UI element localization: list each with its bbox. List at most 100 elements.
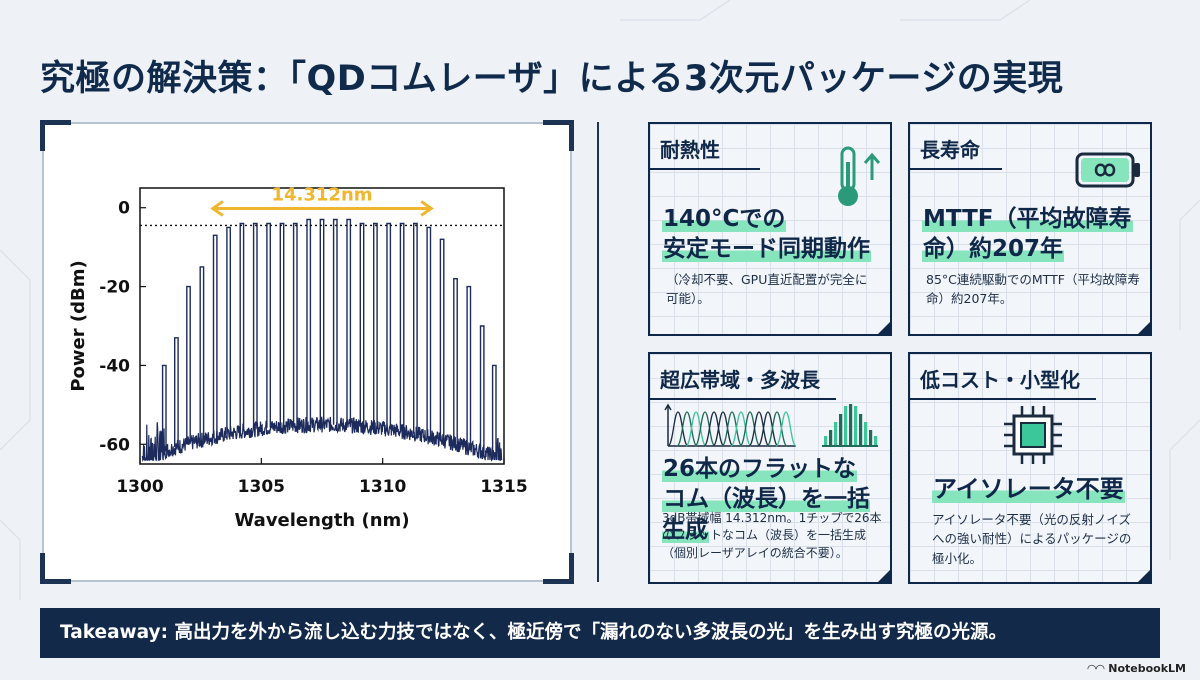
comb-peak	[161, 364, 167, 452]
brand-name: NotebookLM	[1108, 662, 1186, 675]
multi-wavelength-icon	[664, 403, 878, 447]
comb-peak	[279, 222, 285, 427]
card-long-life: 長寿命 MTTF（平均故障寿 命）約207年 85°C連続駆動でのMTTF（平均…	[908, 122, 1152, 336]
comb-peak	[252, 222, 258, 430]
notebooklm-logo-icon: ◠◠	[1087, 662, 1109, 675]
card-main-line: アイソレータ不要	[932, 475, 1125, 503]
bandwidth-arrow-head-right	[420, 200, 434, 217]
comb-peak	[399, 222, 405, 432]
wavelength-curve	[766, 411, 788, 447]
comb-peak	[199, 266, 205, 440]
wavelength-curve	[730, 411, 752, 447]
card-header: 長寿命	[920, 138, 980, 162]
wavelength-curve	[712, 411, 734, 447]
comb-bar	[849, 404, 853, 446]
card-header-rule	[650, 168, 760, 170]
comb-peak	[186, 285, 191, 444]
comb-peak	[266, 222, 271, 428]
comb-peak	[491, 364, 497, 457]
card-header-rule	[650, 398, 836, 400]
y-tick-label: -60	[99, 435, 130, 455]
comb-peak	[453, 278, 458, 444]
comb-bar	[869, 430, 873, 446]
comb-bar	[854, 406, 858, 446]
card-description: アイソレータ不要（光の反射ノイズへの強い耐性）によるパッケージの極小化。	[932, 512, 1132, 566]
wavelength-curve	[703, 411, 725, 447]
wavelength-curve	[667, 411, 689, 447]
comb-peak	[332, 218, 338, 425]
infinity-battery-icon	[1075, 152, 1140, 188]
bandwidth-annotation: 14.312nm	[271, 184, 372, 205]
page-title: 究極の解決策：「QDコムレーザ」による3次元パッケージの実現	[40, 59, 1064, 99]
card-main-text: アイソレータ不要	[932, 474, 1125, 506]
card-main-text: MTTF（平均故障寿 命）約207年	[922, 204, 1133, 265]
section-divider	[597, 122, 599, 582]
card-description: （冷却不要、GPU直近配置が完全に可能）。	[666, 272, 868, 307]
wavelength-curve	[685, 411, 707, 447]
comb-peak	[346, 218, 352, 426]
bandwidth-arrow-head-left	[210, 200, 224, 217]
comb-peak	[359, 222, 365, 427]
frame-corner	[40, 553, 71, 584]
comb-peak	[212, 234, 218, 437]
wavelength-curve	[676, 411, 698, 447]
spectrum-chart: 14.312nm 1300 1305 1310 1315 0 -20 -40 -60 Wavele…	[68, 184, 528, 531]
comb-bar	[874, 436, 878, 446]
wavelength-curve	[721, 411, 743, 447]
comb-peak	[373, 222, 378, 428]
x-tick-label: 1300	[116, 477, 163, 497]
chip-icon	[1004, 406, 1062, 464]
card-main-line: 140°Cでの	[662, 206, 787, 232]
comb-bar	[834, 422, 838, 446]
card-header-rule	[910, 168, 1002, 170]
brand-label: ◠◠ NotebookLM	[1088, 662, 1187, 675]
wavelength-curve	[694, 411, 716, 447]
wavelength-curve	[748, 411, 770, 447]
y-axis-label: Power (dBm)	[68, 260, 89, 391]
card-main-line: 26本のフラットな	[662, 456, 858, 482]
card-header-rule	[910, 398, 1096, 400]
noise-floor-line	[141, 416, 503, 463]
comb-peak	[426, 226, 432, 437]
card-main-text: 140°Cでの 安定モード同期動作	[662, 204, 871, 265]
wavelength-curve	[757, 411, 779, 447]
x-tick-label: 1315	[480, 477, 527, 497]
card-heat-resistance: 耐熱性 140°Cでの 安定モード同期動作 （冷却不要、GPU直近配置が完全に可…	[648, 122, 892, 336]
y-tick-label: -40	[99, 356, 130, 376]
x-tick-label: 1305	[238, 477, 285, 497]
comb-peak	[386, 222, 392, 430]
comb-peak	[174, 337, 179, 448]
wavelength-curve	[739, 411, 761, 447]
comb-peak	[292, 222, 298, 426]
comb-bar	[839, 414, 843, 446]
card-header: 低コスト・小型化	[920, 368, 1080, 392]
comb-peak	[226, 226, 231, 434]
comb-peak	[413, 222, 418, 434]
card-main-line: 命）約207年	[922, 236, 1065, 263]
comb-peak	[319, 218, 325, 425]
x-axis-label: Wavelength (nm)	[234, 510, 409, 531]
thermometer-up-icon	[838, 146, 881, 206]
comb-peak	[466, 285, 472, 448]
y-tick-label: -20	[99, 278, 130, 298]
card-description: 3dB帯域幅 14.312nm。1チップで26本のフラットなコム（波長）を一括生…	[662, 511, 882, 560]
chart-panel: 14.312nm 1300 1305 1310 1315 0 -20 -40 -60 Wavele…	[40, 120, 574, 584]
card-wide-band: 超広帯域・多波長 26本のフラットな コム（波長）を一括生成 3dB帯域幅 14…	[648, 352, 892, 584]
frame-corner	[40, 120, 71, 151]
card-main-line: 安定モード同期動作	[662, 236, 871, 263]
comb-bar	[864, 422, 868, 446]
takeaway-banner: Takeaway: 高出力を外から流し込む力技ではなく、極近傍で「漏れのない多波…	[40, 608, 1160, 658]
comb-peak	[239, 222, 245, 432]
card-low-cost: 低コスト・小型化 アイソレータ不要 アイソレータ不要（光の反射ノイズへの強い耐性…	[908, 352, 1152, 584]
card-main-line: MTTF（平均故障寿	[922, 206, 1133, 232]
comb-bar	[844, 406, 848, 446]
wavelength-curve	[775, 411, 797, 447]
comb-bar	[829, 430, 833, 446]
card-main-text: 26本のフラットな コム（波長）を一括生成	[662, 454, 890, 545]
x-tick-label: 1310	[359, 477, 406, 497]
comb-peak	[306, 218, 312, 425]
frame-corner	[543, 120, 574, 151]
frame-corner	[543, 553, 574, 584]
comb-bar	[859, 414, 863, 446]
